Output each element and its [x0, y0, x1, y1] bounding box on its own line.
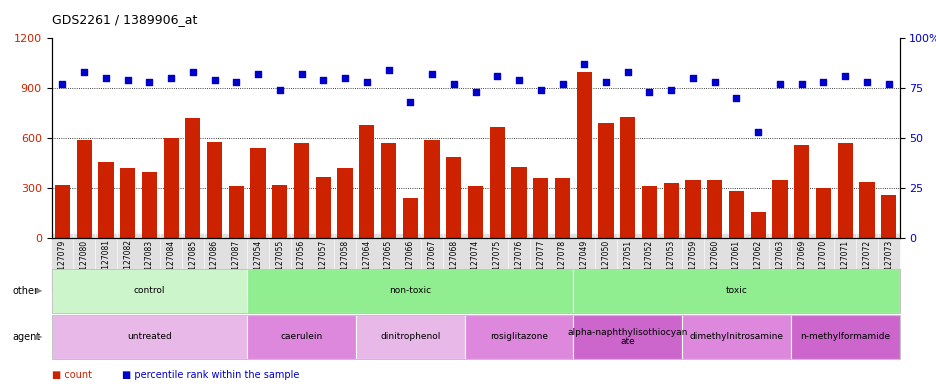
- Text: GDS2261 / 1389906_at: GDS2261 / 1389906_at: [51, 13, 197, 26]
- Bar: [793, 145, 809, 238]
- Text: ▶: ▶: [36, 333, 42, 341]
- Point: [120, 77, 135, 83]
- Bar: [728, 192, 743, 238]
- Point: [98, 75, 113, 81]
- Point: [272, 87, 287, 93]
- Text: toxic: toxic: [724, 286, 747, 295]
- Point: [554, 81, 569, 88]
- Bar: [598, 123, 613, 238]
- Point: [685, 75, 700, 81]
- Bar: [641, 187, 656, 238]
- Bar: [272, 185, 287, 238]
- Bar: [554, 178, 569, 238]
- Bar: [684, 180, 700, 238]
- Point: [794, 81, 809, 88]
- Bar: [880, 195, 896, 238]
- Point: [577, 61, 592, 68]
- Bar: [467, 187, 483, 238]
- Point: [185, 69, 200, 75]
- Bar: [533, 178, 548, 238]
- Point: [228, 79, 243, 85]
- Bar: [707, 180, 722, 238]
- Bar: [358, 125, 374, 238]
- Point: [294, 71, 309, 78]
- Point: [141, 79, 156, 85]
- Bar: [381, 143, 396, 238]
- Point: [77, 69, 92, 75]
- Bar: [576, 72, 592, 238]
- Bar: [663, 183, 678, 238]
- Bar: [98, 162, 113, 238]
- Text: caerulein: caerulein: [280, 333, 322, 341]
- Text: ■ percentile rank within the sample: ■ percentile rank within the sample: [122, 370, 299, 380]
- Point: [750, 129, 765, 135]
- Point: [164, 75, 179, 81]
- Point: [620, 69, 635, 75]
- Bar: [750, 212, 765, 238]
- Point: [402, 99, 417, 105]
- Point: [337, 75, 352, 81]
- Point: [641, 89, 656, 95]
- Point: [358, 79, 373, 85]
- Bar: [228, 187, 243, 238]
- Text: dinitrophenol: dinitrophenol: [380, 333, 440, 341]
- Bar: [164, 138, 179, 238]
- Point: [446, 81, 461, 88]
- Text: dimethylnitrosamine: dimethylnitrosamine: [689, 333, 782, 341]
- Point: [771, 81, 786, 88]
- Point: [424, 71, 439, 78]
- Point: [381, 67, 396, 73]
- Point: [533, 87, 548, 93]
- Bar: [185, 118, 200, 238]
- Bar: [207, 142, 222, 238]
- Point: [663, 87, 678, 93]
- Bar: [446, 157, 461, 238]
- Text: other: other: [12, 286, 38, 296]
- Bar: [141, 172, 157, 238]
- Point: [858, 79, 873, 85]
- Bar: [620, 117, 635, 238]
- Bar: [402, 198, 417, 238]
- Text: n-methylformamide: n-methylformamide: [799, 333, 889, 341]
- Text: ▶: ▶: [36, 286, 42, 295]
- Point: [315, 77, 330, 83]
- Bar: [250, 148, 266, 238]
- Bar: [315, 177, 330, 238]
- Point: [728, 95, 743, 101]
- Text: alpha-naphthylisothiocyan
ate: alpha-naphthylisothiocyan ate: [567, 328, 687, 346]
- Point: [707, 79, 722, 85]
- Bar: [511, 167, 526, 238]
- Bar: [424, 140, 439, 238]
- Point: [490, 73, 505, 79]
- Text: non-toxic: non-toxic: [388, 286, 431, 295]
- Point: [880, 81, 895, 88]
- Bar: [54, 185, 70, 238]
- Bar: [858, 182, 873, 238]
- Point: [207, 77, 222, 83]
- Bar: [337, 168, 352, 238]
- Text: ■ count: ■ count: [51, 370, 92, 380]
- Point: [837, 73, 852, 79]
- Point: [511, 77, 526, 83]
- Bar: [815, 188, 830, 238]
- Point: [467, 89, 483, 95]
- Text: rosiglitazone: rosiglitazone: [490, 333, 548, 341]
- Bar: [294, 143, 309, 238]
- Bar: [77, 140, 92, 238]
- Bar: [837, 143, 852, 238]
- Text: control: control: [134, 286, 165, 295]
- Point: [55, 81, 70, 88]
- Bar: [771, 180, 786, 238]
- Point: [598, 79, 613, 85]
- Text: untreated: untreated: [127, 333, 171, 341]
- Point: [250, 71, 265, 78]
- Point: [815, 79, 830, 85]
- Bar: [120, 168, 135, 238]
- Bar: [490, 127, 505, 238]
- Text: agent: agent: [12, 332, 40, 342]
